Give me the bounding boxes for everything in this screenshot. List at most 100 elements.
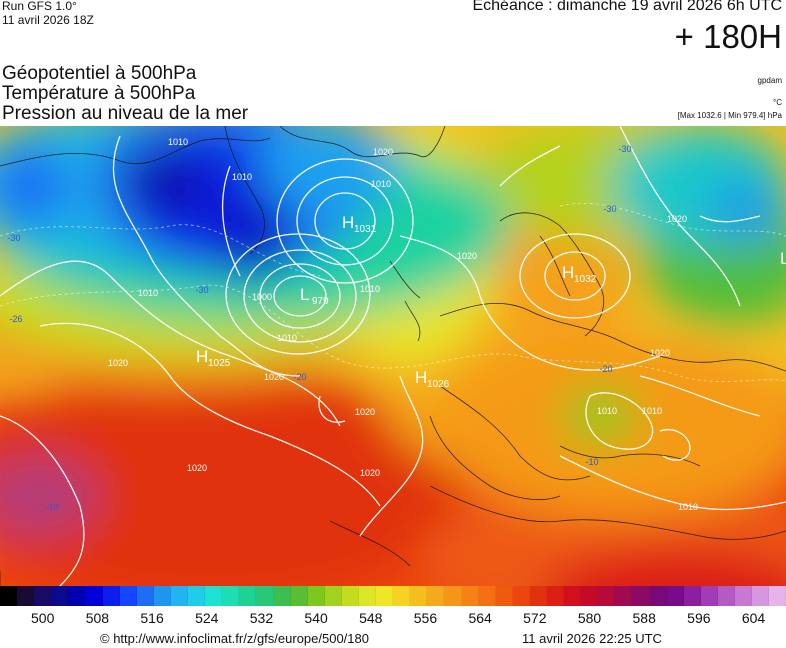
- scale-swatch: [119, 586, 137, 606]
- scale-swatch: [735, 586, 753, 606]
- low-center: L 979: [300, 285, 329, 307]
- isotherm-label: -20: [599, 364, 612, 374]
- isobar-label: 1020: [360, 468, 380, 478]
- scale-swatch: [683, 586, 701, 606]
- color-scale: [0, 586, 786, 606]
- source-url[interactable]: © http://www.infoclimat.fr/z/gfs/europe/…: [100, 631, 369, 646]
- scale-swatch: [239, 586, 257, 606]
- center-value: 979: [312, 296, 329, 307]
- isobar-label: 1010: [360, 284, 380, 294]
- center-value: 1032: [574, 274, 597, 285]
- scale-swatch: [427, 586, 445, 606]
- scale-swatch: [444, 586, 462, 606]
- scale-swatch: [136, 586, 154, 606]
- isotherm-label: -30: [618, 144, 631, 154]
- isobar-label: 1020: [667, 214, 687, 224]
- high-center: H 1025: [196, 347, 231, 369]
- center-value: 1025: [208, 358, 231, 369]
- scale-swatch: [547, 586, 565, 606]
- run-date: 11 avril 2026 18Z: [2, 13, 94, 27]
- isobar-label: 1020: [650, 348, 670, 358]
- scale-tick-label: 524: [195, 610, 219, 626]
- isobar-label: 1010: [277, 333, 297, 343]
- center-value: 1026: [427, 379, 450, 390]
- scale-tick-label: 588: [632, 610, 656, 626]
- isotherm-label: -10: [45, 502, 58, 512]
- scale-swatch: [512, 586, 530, 606]
- center-letter: H: [196, 347, 208, 366]
- scale-swatch: [273, 586, 291, 606]
- isobar-label: 1020: [373, 147, 393, 157]
- pressure-range: [Max 1032.6 | Min 979.4] hPa: [677, 111, 782, 120]
- scale-swatch: [51, 586, 69, 606]
- scale-tick-label: 500: [31, 610, 55, 626]
- scale-tick-label: 572: [523, 610, 547, 626]
- center-letter: H: [415, 368, 427, 387]
- isobar-label: 1010: [232, 172, 252, 182]
- isobar-label: 1000: [252, 292, 272, 302]
- isotherm-label: -20: [293, 372, 306, 382]
- scale-swatch: [410, 586, 428, 606]
- run-label: Run GFS 1.0°: [2, 0, 77, 13]
- isotherm-label: -30: [7, 233, 20, 243]
- scale-tick-label: 548: [359, 610, 383, 626]
- scale-swatch: [666, 586, 684, 606]
- scale-tick-label: 540: [304, 610, 328, 626]
- scale-swatch: [717, 586, 736, 606]
- isobar-labels: 1010 1010 1020 1010 1000 1010 1010 1010 1020 1020…: [108, 137, 698, 512]
- isobar-label: 1010: [371, 179, 391, 189]
- scale-swatch: [598, 586, 616, 606]
- isobar-label: 1010: [168, 137, 188, 147]
- scale-swatch: [358, 586, 377, 606]
- scale-tick-label: 556: [413, 610, 438, 626]
- coastlines: [0, 126, 786, 586]
- scale-swatch: [461, 586, 479, 606]
- scale-swatch: [564, 586, 582, 606]
- scale-swatch: [188, 586, 206, 606]
- isobar-label: 1020: [187, 463, 207, 473]
- scale-swatch: [581, 586, 599, 606]
- center-letter: L: [300, 285, 309, 304]
- scale-swatch: [341, 586, 359, 606]
- scale-tick-label: 564: [468, 610, 492, 626]
- scale-swatch: [102, 586, 120, 606]
- scale-tick-label: 580: [577, 610, 602, 626]
- scale-swatch: [752, 586, 770, 606]
- weather-map: 1010 1010 1020 1010 1000 1010 1010 1010 1020 1020…: [0, 126, 786, 586]
- isotherms: [0, 202, 786, 382]
- center-letter: L: [780, 249, 786, 268]
- generated-time: 11 avril 2026 22:25 UTC: [522, 631, 662, 646]
- isotherm-label: -30: [195, 285, 208, 295]
- scale-ticks: 500 508 516 524 532 540 548 556 564 572 580 588 596 6…: [0, 610, 786, 628]
- scale-swatch: [324, 586, 342, 606]
- scale-swatch: [632, 586, 650, 606]
- scale-swatch: [307, 586, 325, 606]
- scale-swatch: [478, 586, 496, 606]
- isobar-label: 1010: [678, 502, 698, 512]
- center-value: 1031: [354, 224, 377, 235]
- field-temperature: Température à 500hPa: [2, 83, 196, 104]
- scale-swatch: [170, 586, 189, 606]
- unit-geopotential: gpdam: [757, 76, 782, 85]
- high-center: H 1032: [562, 263, 597, 285]
- lead-time: + 180H: [674, 18, 782, 55]
- scale-swatch: [290, 586, 308, 606]
- scale-tick-label: 596: [687, 610, 711, 626]
- scale-tick-label: 532: [249, 610, 274, 626]
- scale-swatch: [769, 586, 786, 606]
- valid-time: Echéance : dimanche 19 avril 2026 6h UTC: [472, 0, 782, 14]
- geopotential-field: 1010 1010 1020 1010 1000 1010 1010 1010 1020 1020…: [0, 126, 786, 586]
- center-letter: H: [562, 263, 574, 282]
- scale-swatch: [68, 586, 86, 606]
- center-letter: H: [342, 213, 354, 232]
- scale-swatch: [615, 586, 633, 606]
- low-center: L: [780, 249, 786, 268]
- scale-swatch: [85, 586, 103, 606]
- isotherm-label: -26: [9, 314, 22, 324]
- isotherm-label: -10: [585, 457, 598, 467]
- scale-swatch: [495, 586, 513, 606]
- scale-swatch: [393, 586, 411, 606]
- scale-swatch: [529, 586, 547, 606]
- scale-swatch: [205, 586, 223, 606]
